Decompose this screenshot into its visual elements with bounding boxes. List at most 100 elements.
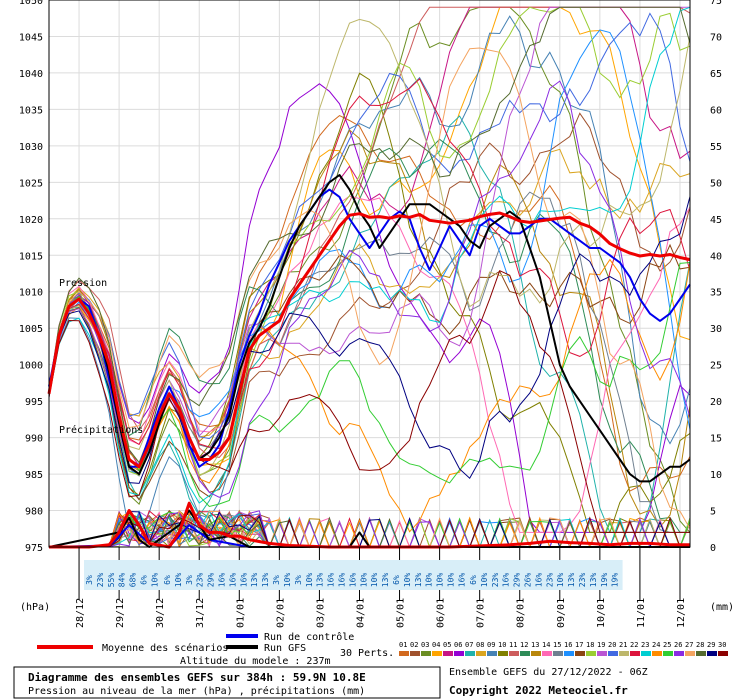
snow-probability: 55%	[107, 573, 116, 588]
pert-legend-swatch	[487, 651, 497, 656]
pert-legend-swatch	[641, 651, 651, 656]
snow-probability: 6%	[469, 575, 478, 585]
snow-probability: 68%	[129, 573, 138, 588]
pert-legend-swatch	[586, 651, 596, 656]
pert-legend-swatch	[575, 651, 585, 656]
footer-copyright: Copyright 2022 Meteociel.fr	[449, 684, 628, 697]
pert-legend-number: 04	[432, 641, 440, 649]
pert-legend-swatch	[410, 651, 420, 656]
y-left-tick: 1010	[19, 288, 43, 299]
pert-legend-swatch	[674, 651, 684, 656]
y-right-tick: 5	[710, 507, 716, 518]
pert-legend-number: 07	[465, 641, 473, 649]
snow-probability: 10%	[556, 573, 565, 588]
pert-legend-number: 23	[641, 641, 649, 649]
snow-probability: 19%	[600, 573, 609, 588]
x-tick-label: 09/01	[556, 598, 567, 628]
y-left-tick: 1035	[19, 105, 43, 116]
pert-legend-swatch	[443, 651, 453, 656]
pert-legend-swatch	[718, 651, 728, 656]
snow-probability: 13%	[381, 573, 390, 588]
x-axis-ticks: 28/12 29/12 30/12 31/12 01/01 02/01 03/01 04/01…	[75, 547, 687, 628]
snow-probability: 10%	[403, 573, 412, 588]
y-right-tick: 45	[710, 215, 722, 226]
perturbation-legend: 01 02 03 04 05 06 07 08 09 10 11 12 13 14 15 16 17 18 19 20…	[399, 641, 728, 656]
x-tick-label: 10/01	[596, 598, 607, 628]
pert-legend-number: 17	[575, 641, 583, 649]
pert-27-pressure-line	[48, 47, 691, 530]
snow-probability: 16%	[502, 573, 511, 588]
snow-probability: 16%	[338, 573, 347, 588]
x-tick-label: 12/01	[676, 598, 687, 628]
pert-08-pressure-line	[48, 148, 691, 438]
x-tick-label: 03/01	[315, 598, 326, 628]
snow-probability: 16%	[239, 573, 248, 588]
snow-probability: 10%	[174, 573, 183, 588]
pert-legend-number: 11	[509, 641, 517, 649]
pert-legend-swatch	[509, 651, 519, 656]
snow-probability: 16%	[457, 573, 466, 588]
x-tick-label: 08/01	[516, 598, 527, 628]
legend-gfs-label: Run GFS	[264, 643, 306, 654]
snow-probability: 3%	[294, 575, 303, 585]
snow-probability: 10%	[359, 573, 368, 588]
pert-legend-swatch	[597, 651, 607, 656]
y-right-tick: 40	[710, 251, 722, 262]
y-left-tick: 1000	[19, 361, 43, 372]
y-right-tick: 35	[710, 288, 722, 299]
y-right-tick: 70	[710, 32, 722, 43]
snow-probability: 16%	[327, 573, 336, 588]
pert-28-pressure-line	[48, 6, 691, 464]
pert-legend-swatch	[542, 651, 552, 656]
y-left-tick: 1025	[19, 178, 43, 189]
pert-legend-number: 02	[410, 641, 418, 649]
pert-24-pressure-line	[48, 258, 691, 533]
right-axis-unit: (mm)	[710, 602, 734, 613]
x-tick-label: 07/01	[476, 598, 487, 628]
snow-probability: 29%	[513, 573, 522, 588]
snow-probability: 16%	[534, 573, 543, 588]
pert-legend-number: 06	[454, 641, 462, 649]
pert-legend-number: 16	[564, 641, 572, 649]
snow-probability-strip: 3%23%55%84%68%6%10%3%6%10%3%23%29%16%16%…	[84, 560, 623, 590]
pert-legend-swatch	[652, 651, 662, 656]
main-series	[47, 174, 691, 549]
y-left-tick: 995	[25, 397, 43, 408]
x-tick-label: 11/01	[636, 598, 647, 628]
y-left-tick: 1005	[19, 324, 43, 335]
snow-probability: 6%	[163, 575, 172, 585]
pert-legend-number: 14	[542, 641, 550, 649]
pert-legend-swatch	[619, 651, 629, 656]
snow-probability: 26%	[524, 573, 533, 588]
pressure-label: Pression	[59, 278, 107, 289]
left-axis-ticks: 975 980 985 990 995 1000 1005 1010 1015 1020 1025 1…	[19, 0, 43, 554]
snow-probability: 23%	[545, 573, 554, 588]
snow-probability: 13%	[414, 573, 423, 588]
pert-legend-number: 01	[399, 641, 407, 649]
snow-probability: 19%	[611, 573, 620, 588]
snow-probability: 10%	[370, 573, 379, 588]
pert-legend-number: 29	[707, 641, 715, 649]
pert-legend-swatch	[663, 651, 673, 656]
snow-probability: 13%	[316, 573, 325, 588]
snow-probability: 29%	[207, 573, 216, 588]
model-altitude: Altitude du modele : 237m	[180, 656, 331, 667]
x-tick-label: 31/12	[195, 598, 206, 628]
pert-30-pressure-line	[48, 270, 690, 533]
footer-title: Diagramme des ensembles GEFS sur 384h : …	[28, 671, 366, 684]
y-right-tick: 30	[710, 324, 722, 335]
y-left-tick: 1030	[19, 142, 43, 153]
snow-probability: 23%	[196, 573, 205, 588]
precip-label: Précipitations	[59, 424, 143, 436]
footer-subtitle: Pression au niveau de la mer (hPa) , pré…	[28, 685, 365, 697]
pert-legend-number: 09	[487, 641, 495, 649]
snow-probability: 23%	[578, 573, 587, 588]
snow-probability: 84%	[118, 573, 127, 588]
snow-probability: 13%	[567, 573, 576, 588]
legend: Moyenne des scénarios Run de contrôle Ru…	[37, 631, 728, 659]
pert-07-pressure-line	[48, 115, 691, 533]
pert-17-pressure-line	[48, 243, 691, 501]
x-tick-label: 01/01	[235, 598, 246, 628]
y-right-tick: 60	[710, 105, 722, 116]
